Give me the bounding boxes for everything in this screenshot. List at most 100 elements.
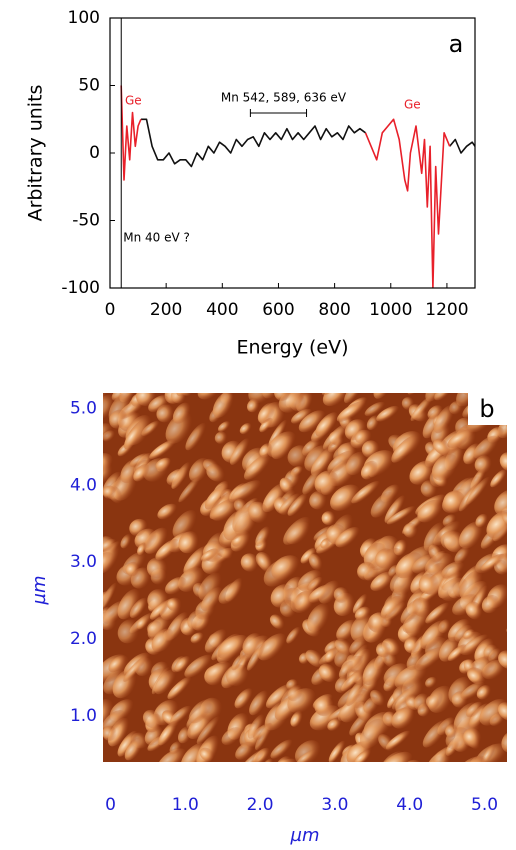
- afm-grain: [133, 464, 150, 482]
- afm-grain: [146, 620, 163, 636]
- afm-grain: [409, 460, 435, 485]
- afm-grain: [259, 417, 274, 433]
- afm-grain: [157, 503, 178, 520]
- afm-grain: [440, 530, 460, 550]
- afm-grain: [490, 469, 507, 488]
- y-tick-label: 5.0: [70, 398, 97, 418]
- afm-grain: [411, 554, 438, 574]
- afm-grain: [229, 438, 250, 465]
- afm-grain: [413, 693, 430, 711]
- afm-grain: [338, 660, 355, 679]
- afm-grain: [174, 656, 191, 672]
- afm-grain: [327, 450, 354, 473]
- afm-grain: [142, 709, 162, 729]
- afm-grain: [247, 714, 265, 739]
- afm-grain: [164, 576, 187, 595]
- annotation-bracket: [249, 109, 308, 117]
- afm-grain: [363, 696, 380, 714]
- afm-grain: [422, 719, 449, 748]
- afm-grain: [165, 412, 193, 444]
- afm-grain: [433, 404, 455, 434]
- afm-grain: [467, 667, 487, 685]
- afm-grain: [206, 463, 226, 482]
- afm-grain: [167, 377, 183, 395]
- afm-grain: [155, 538, 180, 561]
- afm-grain: [391, 707, 415, 729]
- x-tick-label: 0: [105, 795, 116, 815]
- afm-grain: [297, 569, 322, 592]
- afm-grain: [275, 756, 293, 762]
- afm-grain: [343, 393, 368, 404]
- afm-grain: [117, 588, 141, 620]
- afm-grain: [391, 684, 420, 710]
- afm-grain: [290, 711, 303, 727]
- afm-grain: [210, 499, 240, 521]
- afm-grain: [499, 452, 507, 472]
- afm-grain: [334, 675, 352, 693]
- afm-grain: [433, 438, 452, 456]
- afm-grain: [183, 546, 209, 575]
- afm-grain: [385, 730, 411, 750]
- y-tick-label: 100: [68, 8, 100, 28]
- afm-grain: [167, 676, 192, 700]
- afm-grain: [376, 405, 399, 422]
- afm-grain: [269, 614, 285, 629]
- afm-grain: [460, 681, 485, 700]
- afm-grain: [328, 740, 346, 762]
- afm-grain: [239, 422, 252, 435]
- afm-grain: [286, 521, 311, 545]
- afm-grain: [166, 468, 188, 486]
- afm-grain: [287, 686, 303, 702]
- afm-grain: [380, 595, 403, 619]
- afm-grain: [235, 741, 255, 760]
- afm-grain: [334, 638, 354, 655]
- afm-grain: [125, 561, 140, 577]
- x-tick-label: 200: [150, 300, 182, 320]
- afm-grain: [475, 513, 489, 528]
- y-tick-label: 1.0: [70, 706, 97, 726]
- afm-grain: [108, 655, 126, 673]
- afm-grain: [309, 490, 328, 510]
- afm-grain: [298, 410, 326, 433]
- afm-grain: [486, 510, 507, 539]
- afm-grain: [308, 554, 323, 571]
- afm-image: [83, 377, 507, 762]
- afm-grain: [442, 514, 457, 527]
- afm-grain: [420, 620, 448, 650]
- series-line: [120, 85, 451, 288]
- afm-grain: [185, 422, 207, 451]
- afm-grain: [415, 647, 445, 671]
- afm-grain: [178, 476, 201, 503]
- afm-grain: [337, 693, 365, 721]
- afm-grain: [463, 728, 482, 748]
- afm-grain: [305, 649, 325, 668]
- afm-grain: [196, 716, 220, 745]
- afm-grain: [217, 634, 249, 659]
- afm-grain: [320, 538, 331, 549]
- afm-grain: [129, 597, 148, 618]
- afm-grain: [217, 421, 231, 432]
- afm-grain: [205, 661, 231, 682]
- x-tick-label: 2.0: [247, 795, 274, 815]
- afm-grain: [169, 705, 192, 724]
- afm-grain: [287, 445, 310, 467]
- afm-grain: [354, 606, 371, 621]
- afm-grain: [214, 431, 228, 444]
- x-tick-label: 0: [105, 300, 116, 320]
- x-tick-label: 1200: [425, 300, 468, 320]
- afm-grain: [441, 561, 465, 579]
- afm-grain: [296, 749, 316, 762]
- afm-grain: [226, 664, 249, 686]
- afm-grain: [83, 730, 103, 752]
- panel-label: a: [449, 30, 464, 58]
- afm-grain: [314, 696, 335, 717]
- afm-grain: [267, 431, 297, 458]
- afm-grain: [433, 749, 452, 762]
- afm-grain: [123, 419, 146, 450]
- afm-grain: [197, 393, 225, 400]
- afm-grain: [324, 648, 338, 663]
- afm-grain: [420, 480, 438, 498]
- afm-grain: [360, 460, 379, 480]
- afm-grain: [255, 526, 271, 547]
